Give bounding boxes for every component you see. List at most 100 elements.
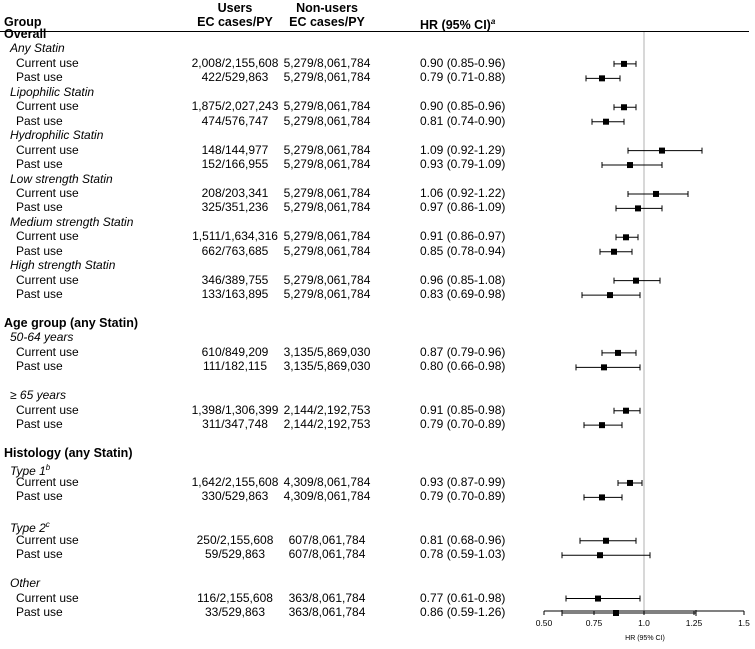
- hr-value: 1.09 (0.92-1.29): [420, 142, 506, 157]
- users-cases: 662/763,685: [201, 243, 269, 258]
- hr-value: 0.91 (0.86-0.97): [420, 229, 506, 244]
- row-label: Past use: [16, 417, 63, 432]
- hr-point: [627, 162, 633, 169]
- users-cases: 250/2,155,608: [196, 532, 274, 547]
- row-label: Past use: [16, 243, 63, 258]
- row-label: Past use: [16, 605, 63, 619]
- hr-point: [635, 205, 641, 212]
- hr-value: 0.87 (0.79-0.96): [420, 344, 506, 359]
- nonusers-cases: 5,279/8,061,784: [283, 70, 371, 85]
- header-users-line2: EC cases/PY: [197, 15, 273, 29]
- nonusers-cases: 5,279/8,061,784: [283, 272, 371, 287]
- x-tick-label: 1.0: [638, 618, 650, 628]
- hr-point: [597, 552, 603, 559]
- row-label: Past use: [16, 359, 63, 374]
- nonusers-cases: 4,309/8,061,784: [283, 489, 371, 504]
- row-label: Past use: [16, 157, 63, 172]
- users-cases: 111/182,115: [202, 359, 268, 374]
- nonusers-cases: 5,279/8,061,784: [283, 185, 371, 200]
- hr-value: 0.79 (0.70-0.89): [420, 489, 506, 504]
- nonusers-cases: 2,144/2,192,753: [283, 417, 371, 432]
- header-rule: [0, 31, 749, 32]
- nonusers-cases: 607/8,061,784: [288, 532, 366, 547]
- header-group: Group: [4, 15, 42, 29]
- users-cases: 116/2,155,608: [197, 590, 273, 605]
- row-label: Current use: [16, 590, 79, 605]
- hr-point: [653, 190, 659, 197]
- hr-point: [613, 610, 619, 616]
- hr-point: [615, 349, 621, 356]
- hr-value: 0.81 (0.68-0.96): [420, 532, 506, 547]
- header-hr: HR (95% CI)a: [420, 15, 495, 32]
- header-users-line1: Users: [217, 1, 253, 15]
- hr-value: 0.90 (0.85-0.96): [420, 55, 506, 70]
- users-cases: 346/389,755: [201, 272, 269, 287]
- hr-point: [627, 479, 633, 486]
- x-axis-label: HR (95% CI): [625, 635, 665, 642]
- subgroup-heading: High strength Statin: [10, 258, 116, 273]
- subgroup-heading: Any Statin: [10, 41, 65, 56]
- hr-point: [599, 422, 605, 429]
- hr-value: 0.80 (0.66-0.98): [420, 359, 506, 374]
- nonusers-cases: 4,309/8,061,784: [283, 474, 371, 489]
- hr-value: 0.90 (0.85-0.96): [420, 99, 506, 114]
- row-label: Past use: [16, 200, 63, 215]
- subgroup-heading: 50-64 years: [10, 330, 74, 345]
- hr-value: 0.79 (0.71-0.88): [420, 70, 506, 85]
- users-cases: 330/529,863: [201, 489, 269, 504]
- subgroup-heading: Low strength Statin: [10, 171, 113, 186]
- header-nonusers-line1: Non-users: [296, 1, 358, 15]
- nonusers-cases: 3,135/5,869,030: [283, 344, 371, 359]
- nonusers-cases: 5,279/8,061,784: [283, 287, 371, 302]
- section-heading: Overall: [4, 27, 47, 41]
- x-tick-label: 1.5: [738, 618, 750, 628]
- row-label: Past use: [16, 287, 63, 302]
- row-label: Past use: [16, 70, 63, 85]
- hr-point: [621, 60, 627, 67]
- users-cases: 474/576,747: [201, 113, 269, 128]
- hr-value: 0.97 (0.86-1.09): [420, 200, 506, 215]
- nonusers-cases: 5,279/8,061,784: [283, 157, 371, 172]
- subgroup-heading: Type 1b: [10, 462, 51, 478]
- hr-point: [601, 364, 607, 371]
- nonusers-cases: 5,279/8,061,784: [283, 55, 371, 70]
- section-heading: Age group (any Statin): [4, 316, 139, 330]
- x-tick-label: 0.50: [536, 618, 553, 628]
- nonusers-cases: 607/8,061,784: [288, 547, 366, 562]
- users-cases: 152/166,955: [201, 157, 269, 172]
- subgroup-heading: Other: [10, 576, 41, 591]
- hr-point: [621, 104, 627, 111]
- users-cases: 1,398/1,306,399: [191, 402, 279, 417]
- subgroup-heading: Type 2c: [10, 520, 50, 536]
- users-cases: 33/529,863: [204, 605, 266, 619]
- row-label: Current use: [16, 229, 79, 244]
- nonusers-cases: 363/8,061,784: [288, 590, 366, 605]
- row-label: Current use: [16, 344, 79, 359]
- users-cases: 325/351,236: [201, 200, 269, 215]
- hr-point: [623, 234, 629, 241]
- users-cases: 1,642/2,155,608: [191, 474, 279, 489]
- row-label: Current use: [16, 55, 79, 70]
- users-cases: 1,875/2,027,243: [191, 99, 279, 114]
- row-label: Current use: [16, 402, 79, 417]
- row-label: Current use: [16, 185, 79, 200]
- section-heading: Histology (any Statin): [4, 446, 133, 461]
- hr-point: [599, 494, 605, 501]
- hr-point: [633, 277, 639, 284]
- users-cases: 610/849,209: [201, 344, 269, 359]
- hr-point: [599, 75, 605, 82]
- hr-value: 0.91 (0.85-0.98): [420, 402, 506, 417]
- row-label: Past use: [16, 113, 63, 128]
- users-cases: 148/144,977: [201, 142, 269, 157]
- hr-value: 0.96 (0.85-1.08): [420, 272, 506, 287]
- hr-value: 0.77 (0.61-0.98): [420, 590, 506, 605]
- row-label: Current use: [16, 99, 79, 114]
- nonusers-cases: 363/8,061,784: [288, 605, 366, 619]
- subgroup-heading: Hydrophilic Statin: [10, 128, 104, 143]
- nonusers-cases: 3,135/5,869,030: [283, 359, 371, 374]
- hr-point: [603, 118, 609, 125]
- hr-value: 0.78 (0.59-1.03): [420, 547, 506, 562]
- users-cases: 59/529,863: [204, 547, 266, 562]
- subgroup-heading: Medium strength Statin: [10, 214, 134, 229]
